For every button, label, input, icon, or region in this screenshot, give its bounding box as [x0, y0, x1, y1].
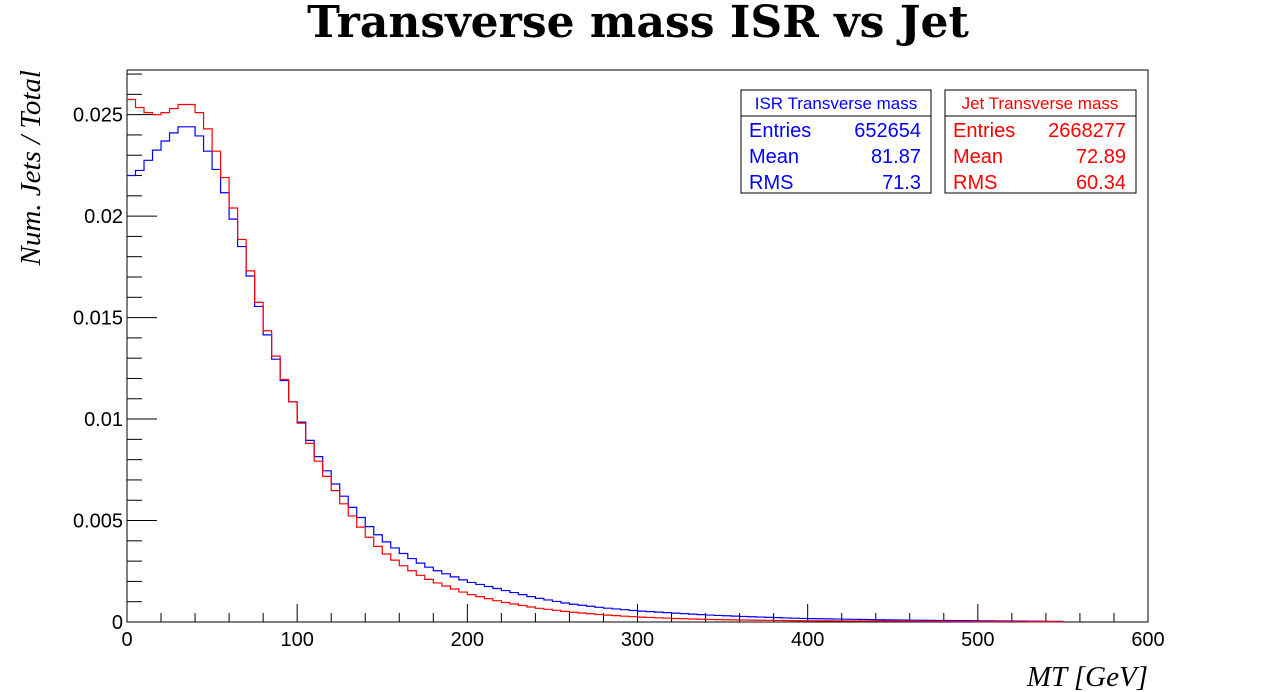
stats-isr-mean-value: 81.87 — [871, 146, 921, 168]
y-tick-label: 0.025 — [73, 105, 123, 127]
stats-box-isr-title: ISR Transverse mass — [755, 94, 918, 113]
stats-box-jet-frame — [944, 89, 1137, 194]
stats-isr-mean-label: Mean — [749, 146, 799, 168]
stats-jet-entries-label: Entries — [953, 120, 1015, 142]
stats-box-jet: Jet Transverse mass Entries 2668277 Mean… — [944, 89, 1137, 194]
x-axis-label: MT [GeV] — [1026, 661, 1148, 692]
x-tick-label: 600 — [1131, 629, 1164, 651]
y-tick-label: 0.02 — [84, 206, 123, 228]
stats-box-isr: ISR Transverse mass Entries 652654 Mean … — [740, 89, 932, 194]
stats-isr-entries-value: 652654 — [854, 120, 921, 142]
stats-isr-entries-label: Entries — [749, 120, 811, 142]
x-axis: 0 100 200 300 400 500 600 — [121, 604, 1165, 651]
stats-isr-rms-label: RMS — [749, 172, 793, 194]
x-tick-label: 200 — [451, 629, 484, 651]
stats-jet-entries-value: 2668277 — [1048, 120, 1126, 142]
stats-box-isr-frame — [740, 89, 932, 194]
x-tick-label: 400 — [791, 629, 824, 651]
stats-jet-rms-value: 60.34 — [1076, 172, 1126, 194]
series-layer — [127, 98, 1064, 623]
stats-isr-rms-value: 71.3 — [882, 172, 921, 194]
stats-jet-rms-label: RMS — [953, 172, 997, 194]
chart-title: Transverse mass ISR vs Jet — [307, 0, 969, 48]
y-axis: 0 0.005 0.01 0.015 0.02 0.025 — [73, 73, 157, 634]
jet-histogram-line — [127, 98, 1064, 623]
y-tick-label: 0.015 — [73, 308, 123, 330]
x-tick-label: 300 — [621, 629, 654, 651]
stats-jet-mean-value: 72.89 — [1076, 146, 1126, 168]
y-tick-label: 0 — [112, 612, 123, 634]
stats-box-jet-title: Jet Transverse mass — [962, 94, 1119, 113]
isr-histogram-line — [127, 126, 1064, 622]
x-tick-label: 0 — [121, 629, 132, 651]
x-tick-label: 100 — [280, 629, 313, 651]
stats-jet-mean-label: Mean — [953, 146, 1003, 168]
y-axis-label: Num. Jets / Total — [15, 70, 47, 267]
y-tick-label: 0.005 — [73, 511, 123, 533]
y-tick-label: 0.01 — [84, 409, 123, 431]
x-tick-label: 500 — [961, 629, 994, 651]
